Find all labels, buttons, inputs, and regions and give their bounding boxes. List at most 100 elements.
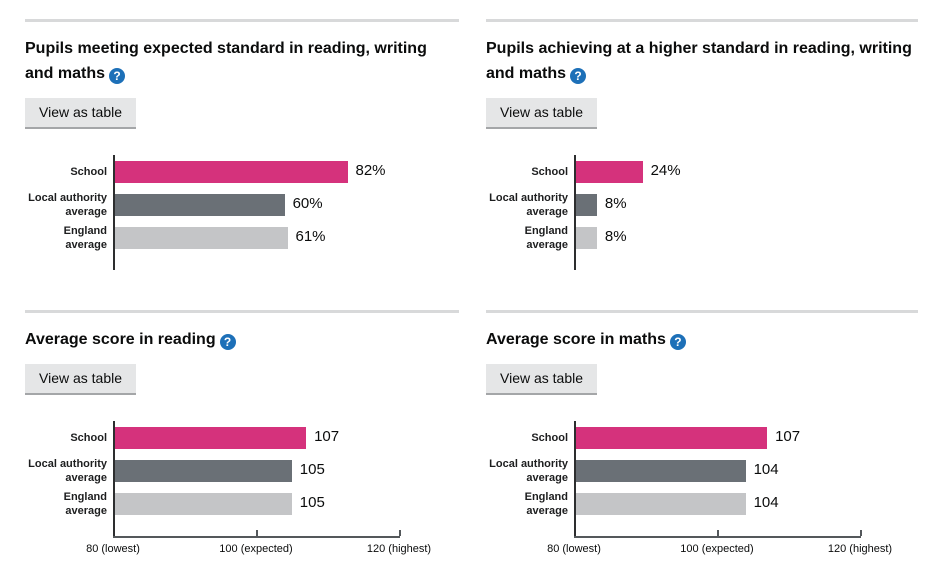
- bar-track: 105: [113, 493, 453, 515]
- section-divider: [486, 19, 918, 22]
- x-axis-tick-label: 100 (expected): [219, 543, 293, 555]
- chart-panel-average-score-reading: Average score in reading? View as table …: [25, 310, 459, 564]
- chart-title: Pupils achieving at a higher standard in…: [486, 36, 918, 86]
- value-label: 60%: [292, 195, 323, 212]
- category-label: England average: [524, 491, 568, 517]
- x-axis-line: [113, 536, 400, 538]
- help-icon[interactable]: ?: [669, 334, 686, 350]
- bar-track: 24%: [574, 161, 914, 183]
- view-as-table-button[interactable]: View as table: [486, 98, 598, 127]
- x-axis-tick: [399, 530, 401, 536]
- bar-local-authority: [113, 194, 285, 216]
- bar-track: 8%: [574, 227, 914, 249]
- bar-track: 8%: [574, 194, 914, 216]
- x-axis-tick: [860, 530, 862, 536]
- plot-area: School 107 Local authority average 105 Engla…: [25, 421, 459, 536]
- view-as-table-button[interactable]: View as table: [486, 364, 598, 393]
- bar-row: England average 104: [486, 491, 918, 517]
- bar-chart-higher-standard: School 24% Local authority average 8% Englan…: [486, 155, 918, 270]
- y-axis-line: [113, 421, 115, 536]
- chart-title: Average score in maths?: [486, 327, 918, 352]
- bar-england: [113, 227, 288, 249]
- category-label: England average: [524, 225, 568, 251]
- chart-title-text: Pupils meeting expected standard in read…: [25, 40, 427, 82]
- bar-track: 60%: [113, 194, 453, 216]
- value-label: 107: [775, 428, 801, 445]
- x-axis: 80 (lowest) 100 (expected) 120 (highest): [486, 530, 918, 564]
- category-label: Local authority average: [489, 458, 568, 484]
- bar-local-authority: [574, 194, 597, 216]
- bar-row: England average 105: [25, 491, 459, 517]
- bar-school: [574, 427, 768, 449]
- value-label: 105: [299, 461, 325, 478]
- value-label: 61%: [295, 228, 326, 245]
- chart-title: Average score in reading?: [25, 327, 459, 352]
- bar-row: Local authority average 104: [486, 458, 918, 484]
- bar-row: Local authority average 8%: [486, 192, 918, 218]
- section-divider: [25, 19, 459, 22]
- view-as-table-button[interactable]: View as table: [25, 98, 137, 127]
- x-axis-line: [574, 536, 861, 538]
- y-axis-line: [113, 155, 115, 270]
- x-axis-tick-label: 80 (lowest): [547, 543, 601, 555]
- plot-area: School 24% Local authority average 8% Englan…: [486, 155, 918, 270]
- chart-panel-higher-standard: Pupils achieving at a higher standard in…: [486, 19, 918, 270]
- x-axis-tick-label: 80 (lowest): [86, 543, 140, 555]
- bar-track: 104: [574, 460, 914, 482]
- bar-england: [113, 493, 292, 515]
- bar-row: England average 61%: [25, 225, 459, 251]
- help-icon[interactable]: ?: [109, 68, 126, 84]
- bar-row: School 24%: [486, 161, 918, 183]
- value-label: 8%: [604, 228, 627, 245]
- bar-local-authority: [574, 460, 746, 482]
- plot-area: School 107 Local authority average 104 Engla…: [486, 421, 918, 536]
- x-axis-tick: [256, 530, 258, 536]
- bar-row: England average 8%: [486, 225, 918, 251]
- view-as-table-button[interactable]: View as table: [25, 364, 137, 393]
- value-label: 104: [753, 461, 779, 478]
- bar-local-authority: [113, 460, 292, 482]
- x-axis-tick-label: 100 (expected): [680, 543, 754, 555]
- value-label: 104: [753, 494, 779, 511]
- bar-england: [574, 493, 746, 515]
- bar-track: 107: [113, 427, 453, 449]
- bar-row: Local authority average 60%: [25, 192, 459, 218]
- y-axis-line: [574, 155, 576, 270]
- value-label: 82%: [355, 162, 386, 179]
- chart-title-text: Average score in reading: [25, 331, 216, 348]
- x-axis-tick-label: 120 (highest): [366, 543, 432, 555]
- chart-title-text: Average score in maths: [486, 331, 666, 348]
- category-label: Local authority average: [28, 192, 107, 218]
- bar-track: 61%: [113, 227, 453, 249]
- chart-panel-expected-standard: Pupils meeting expected standard in read…: [25, 19, 459, 270]
- value-label: 107: [314, 428, 340, 445]
- x-axis: 80 (lowest) 100 (expected) 120 (highest): [25, 530, 459, 564]
- category-label: School: [70, 166, 107, 178]
- chart-title: Pupils meeting expected standard in read…: [25, 36, 459, 86]
- y-axis-line: [574, 421, 576, 536]
- section-divider: [486, 310, 918, 313]
- bar-row: Local authority average 105: [25, 458, 459, 484]
- category-label: School: [531, 166, 568, 178]
- value-label: 8%: [604, 195, 627, 212]
- bar-england: [574, 227, 597, 249]
- category-label: England average: [63, 491, 107, 517]
- chart-title-text: Pupils achieving at a higher standard in…: [486, 40, 912, 82]
- bar-school: [113, 427, 307, 449]
- help-icon[interactable]: ?: [219, 334, 236, 350]
- value-label: 105: [299, 494, 325, 511]
- value-label: 24%: [650, 162, 681, 179]
- bar-row: School 107: [486, 427, 918, 449]
- bar-row: School 107: [25, 427, 459, 449]
- bar-chart-average-score-maths: School 107 Local authority average 104 Engla…: [486, 421, 918, 564]
- category-label: School: [70, 432, 107, 444]
- plot-area: School 82% Local authority average 60% Engla…: [25, 155, 459, 270]
- category-label: England average: [63, 225, 107, 251]
- category-label: Local authority average: [489, 192, 568, 218]
- x-axis-tick-label: 120 (highest): [827, 543, 893, 555]
- help-icon[interactable]: ?: [570, 68, 587, 84]
- category-label: Local authority average: [28, 458, 107, 484]
- bar-chart-expected-standard: School 82% Local authority average 60% Engla…: [25, 155, 459, 270]
- bar-track: 105: [113, 460, 453, 482]
- bar-track: 104: [574, 493, 914, 515]
